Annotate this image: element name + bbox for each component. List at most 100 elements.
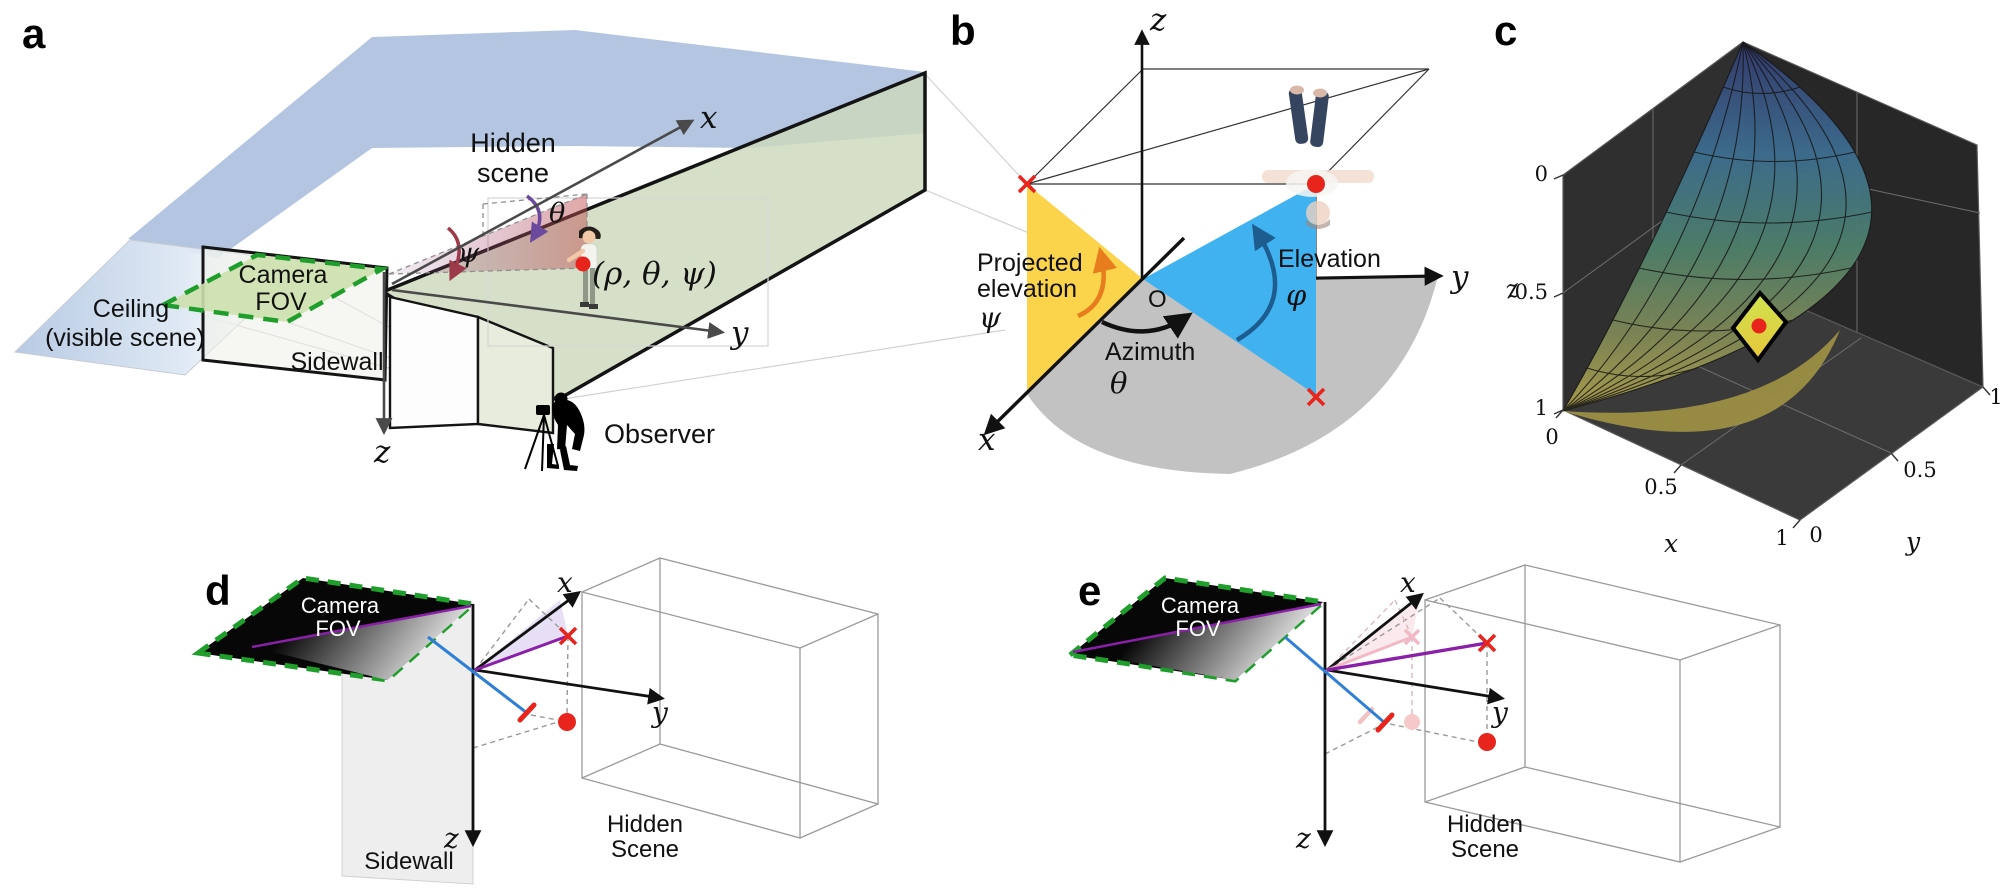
panel-d-tag: d xyxy=(205,567,231,614)
box-face xyxy=(1524,564,1781,828)
mesh-line xyxy=(1562,41,1756,412)
projection-outline xyxy=(487,197,769,347)
mesh-line xyxy=(1693,151,1856,162)
camera-fov-label-2: FOV xyxy=(315,616,361,641)
mesh-line xyxy=(1562,41,1744,412)
projected-elevation-label-1: Projected xyxy=(977,249,1083,277)
camera-fov-label-1: Camera xyxy=(301,593,380,618)
red-tick xyxy=(517,702,537,723)
x-axis xyxy=(983,236,1186,436)
sidewall-label: Sidewall xyxy=(364,848,453,875)
person-leg xyxy=(583,268,588,304)
panel-e-tag: e xyxy=(1078,567,1101,614)
surface-skirt xyxy=(1563,330,1840,432)
person-shoe xyxy=(580,302,589,307)
observer-label: Observer xyxy=(604,419,715,449)
hidden-scene-label-1: Hidden xyxy=(470,128,556,158)
panel-a-tag: a xyxy=(22,10,46,57)
y-axis-label: y xyxy=(1490,696,1509,729)
door-wall-left xyxy=(388,295,480,430)
scene-point xyxy=(1478,733,1496,751)
theta-label: θ xyxy=(1110,366,1127,400)
theta-arc xyxy=(525,194,549,243)
unfold-ray xyxy=(924,73,1028,185)
hidden-scene-label-1: Hidden xyxy=(607,811,683,838)
scene-point xyxy=(1307,175,1325,193)
z-tick-0: 0 xyxy=(1535,162,1548,186)
camera-fov-label-1: Camera xyxy=(239,261,328,289)
hidden-scene-wall xyxy=(128,30,925,258)
z-axis-label: z xyxy=(373,434,391,470)
mesh-line xyxy=(1638,267,1852,280)
observer-figure xyxy=(524,392,585,472)
azimuth-arc xyxy=(1101,312,1193,339)
projected-elevation-triangle xyxy=(1027,184,1143,394)
red-x-bottom xyxy=(1306,387,1326,407)
hidden-scene-label-2: Scene xyxy=(611,836,679,863)
dashed-line xyxy=(1324,725,1381,755)
y-axis xyxy=(391,288,726,339)
dashed-line xyxy=(472,721,559,749)
ceiling-label-1: Ceiling xyxy=(93,295,169,323)
psi-label: ψ xyxy=(979,301,1002,334)
mannequin-boot xyxy=(1310,91,1329,148)
mannequin-hair xyxy=(1306,219,1330,229)
ground-plane xyxy=(1027,276,1438,474)
box-edge xyxy=(1315,68,1430,185)
z-axis-label: z xyxy=(1149,2,1167,38)
observer-body xyxy=(552,399,585,451)
y-axis xyxy=(1326,668,1505,705)
surface-point xyxy=(1751,318,1767,334)
ceiling-label-2: (visible scene) xyxy=(45,324,205,352)
dashed-lines xyxy=(1324,597,1488,755)
z-axis-label: z xyxy=(443,822,459,855)
observer-camera xyxy=(536,405,550,415)
mannequin-boot-sole xyxy=(1290,85,1304,95)
y-tick-0: 0 xyxy=(1809,523,1822,547)
blue-ray xyxy=(427,635,528,715)
mesh-line xyxy=(1665,211,1873,224)
mesh-line xyxy=(1562,41,1776,412)
panel-e: e Hidden Scene Camera FOV x y z xyxy=(1064,564,1781,863)
theta-label: θ xyxy=(549,198,565,229)
x-axis xyxy=(474,590,582,672)
red-x xyxy=(558,626,578,646)
fov-purple-streak xyxy=(1072,602,1322,654)
fov-gradient-wedge xyxy=(252,606,471,680)
camera-fov-label-1: Camera xyxy=(1161,593,1240,618)
dashed-lines xyxy=(472,598,569,749)
tripod-leg xyxy=(524,414,545,470)
x-axis xyxy=(391,119,695,286)
mannequin-boot-sole xyxy=(1313,88,1327,98)
camera-fov-label-2: FOV xyxy=(255,288,307,316)
x-tick-1: 1 xyxy=(1775,526,1788,550)
dashed-line xyxy=(530,714,559,721)
elevation-label: Elevation xyxy=(1278,245,1381,273)
angle-fan xyxy=(389,194,587,274)
hidden-person xyxy=(566,226,601,309)
observer-leg xyxy=(560,446,578,471)
panel-c: c xyxy=(1494,7,2000,558)
person-shoe xyxy=(589,304,598,309)
phi-label: φ xyxy=(1286,278,1307,312)
hidden-scene-label-2: scene xyxy=(477,158,549,188)
observer-leg xyxy=(547,444,559,469)
fov-purple-streak xyxy=(251,604,472,649)
z-tick-05: 0.5 xyxy=(1515,280,1548,304)
y-tick-05: 0.5 xyxy=(1903,458,1936,482)
panel-b: b z y x O Pr xyxy=(950,2,1469,474)
scene-point xyxy=(558,713,576,731)
x-axis-label: x xyxy=(1400,566,1416,599)
y-axis-label: y xyxy=(1905,527,1921,556)
box-diagonal xyxy=(1026,68,1430,185)
y-axis xyxy=(474,668,665,705)
point-coordinates-label: (ρ, θ, ψ) xyxy=(592,256,717,292)
y-tick-1: 1 xyxy=(1989,385,2000,409)
axis-ticks xyxy=(1553,174,1991,529)
purple-ray xyxy=(474,634,569,672)
faded-purple-ray xyxy=(1326,635,1413,672)
hidden-scene-box xyxy=(581,557,879,839)
tripod-leg xyxy=(543,414,559,467)
surface-mesh xyxy=(1562,41,1873,412)
faded-dashed-line xyxy=(1394,599,1413,638)
